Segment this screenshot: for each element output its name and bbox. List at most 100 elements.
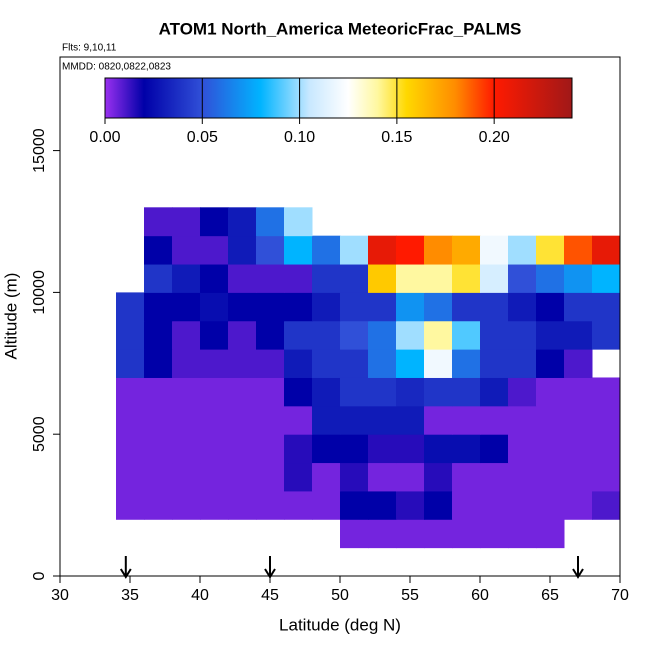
heat-cell [200, 264, 229, 293]
heat-cell [340, 519, 369, 549]
heat-cell [172, 207, 201, 237]
heat-cell [228, 320, 257, 350]
x-tick-label: 70 [611, 587, 629, 604]
heat-cell [340, 405, 369, 435]
heat-cell [508, 349, 537, 378]
heat-cell [228, 264, 257, 293]
heat-cell [116, 462, 145, 492]
heat-cell [312, 349, 341, 378]
heat-cell [200, 377, 229, 407]
heat-cell [564, 462, 593, 492]
heat-cell [424, 292, 453, 322]
heat-cell [284, 349, 313, 378]
heat-cell [340, 235, 369, 265]
heat-cell [452, 377, 481, 407]
heat-cell [368, 462, 397, 492]
heat-cell [172, 349, 201, 378]
heat-cell [424, 235, 453, 265]
heat-cell [536, 519, 565, 549]
heat-cell [564, 320, 593, 350]
heat-cell [200, 490, 229, 520]
heat-cell [564, 264, 593, 293]
heat-cell [172, 377, 201, 407]
heat-cell [424, 490, 453, 520]
heat-cell [592, 434, 621, 464]
heat-cell [284, 264, 313, 293]
heat-cell [508, 320, 537, 350]
heat-cell [284, 320, 313, 350]
heat-cell [144, 490, 173, 520]
heat-cell [396, 434, 425, 464]
y-tick-label: 10000 [31, 270, 48, 315]
heat-cell [256, 320, 285, 350]
heat-cell [452, 264, 481, 293]
colorbar-tick-label: 0.20 [479, 129, 510, 146]
heat-cell [172, 490, 201, 520]
heat-cell [172, 462, 201, 492]
heat-cell [508, 377, 537, 407]
heat-cell [172, 235, 201, 265]
heat-cell [480, 292, 509, 322]
heat-cell [480, 434, 509, 464]
heat-cell [284, 377, 313, 407]
heat-cell [480, 405, 509, 435]
colorbar [104, 77, 573, 119]
heat-cell [228, 235, 257, 265]
heat-cell [256, 377, 285, 407]
heat-cell [284, 434, 313, 464]
heat-cell [480, 320, 509, 350]
y-tick-label: 5000 [31, 416, 48, 452]
heat-cell [452, 320, 481, 350]
heat-cell [340, 264, 369, 293]
heat-cell [592, 377, 621, 407]
heat-cell [480, 519, 509, 549]
heat-cell [592, 405, 621, 435]
heat-cell [592, 292, 621, 322]
heat-cell [564, 377, 593, 407]
heat-cell [452, 292, 481, 322]
dates-note: MMDD: 0820,0822,0823 [62, 62, 171, 73]
heat-cell [144, 264, 173, 293]
heat-cell [368, 349, 397, 378]
heat-cell [144, 349, 173, 378]
heat-cell [592, 320, 621, 350]
heat-cell [200, 235, 229, 265]
heat-cell [340, 349, 369, 378]
heat-cell [508, 519, 537, 549]
heat-cell [592, 235, 621, 265]
heat-cell [256, 349, 285, 378]
heat-cell [452, 462, 481, 492]
heat-cell [508, 405, 537, 435]
heat-cell [564, 434, 593, 464]
heat-cell [312, 405, 341, 435]
heat-cell [284, 235, 313, 265]
heat-cell [228, 377, 257, 407]
heat-cell [368, 405, 397, 435]
heat-cell [452, 349, 481, 378]
heat-cell [452, 434, 481, 464]
y-tick-label: 0 [31, 571, 48, 580]
heat-cell [256, 462, 285, 492]
heat-cell [200, 405, 229, 435]
heat-cell [480, 349, 509, 378]
heat-cell [144, 320, 173, 350]
x-axis-label: Latitude (deg N) [279, 615, 401, 634]
heat-cell [480, 377, 509, 407]
heat-cell [200, 349, 229, 378]
heat-cell [228, 434, 257, 464]
heat-cell [116, 434, 145, 464]
heat-cell [368, 490, 397, 520]
x-tick-label: 55 [401, 587, 419, 604]
heat-cell [424, 434, 453, 464]
heat-cell [396, 462, 425, 492]
heat-cell [592, 462, 621, 492]
heat-cell [200, 434, 229, 464]
heat-cell [284, 292, 313, 322]
colorbar-tick-label: 0.15 [381, 129, 412, 146]
heat-cell [396, 490, 425, 520]
heat-cell [228, 292, 257, 322]
heat-cell [536, 377, 565, 407]
heat-cell [312, 434, 341, 464]
